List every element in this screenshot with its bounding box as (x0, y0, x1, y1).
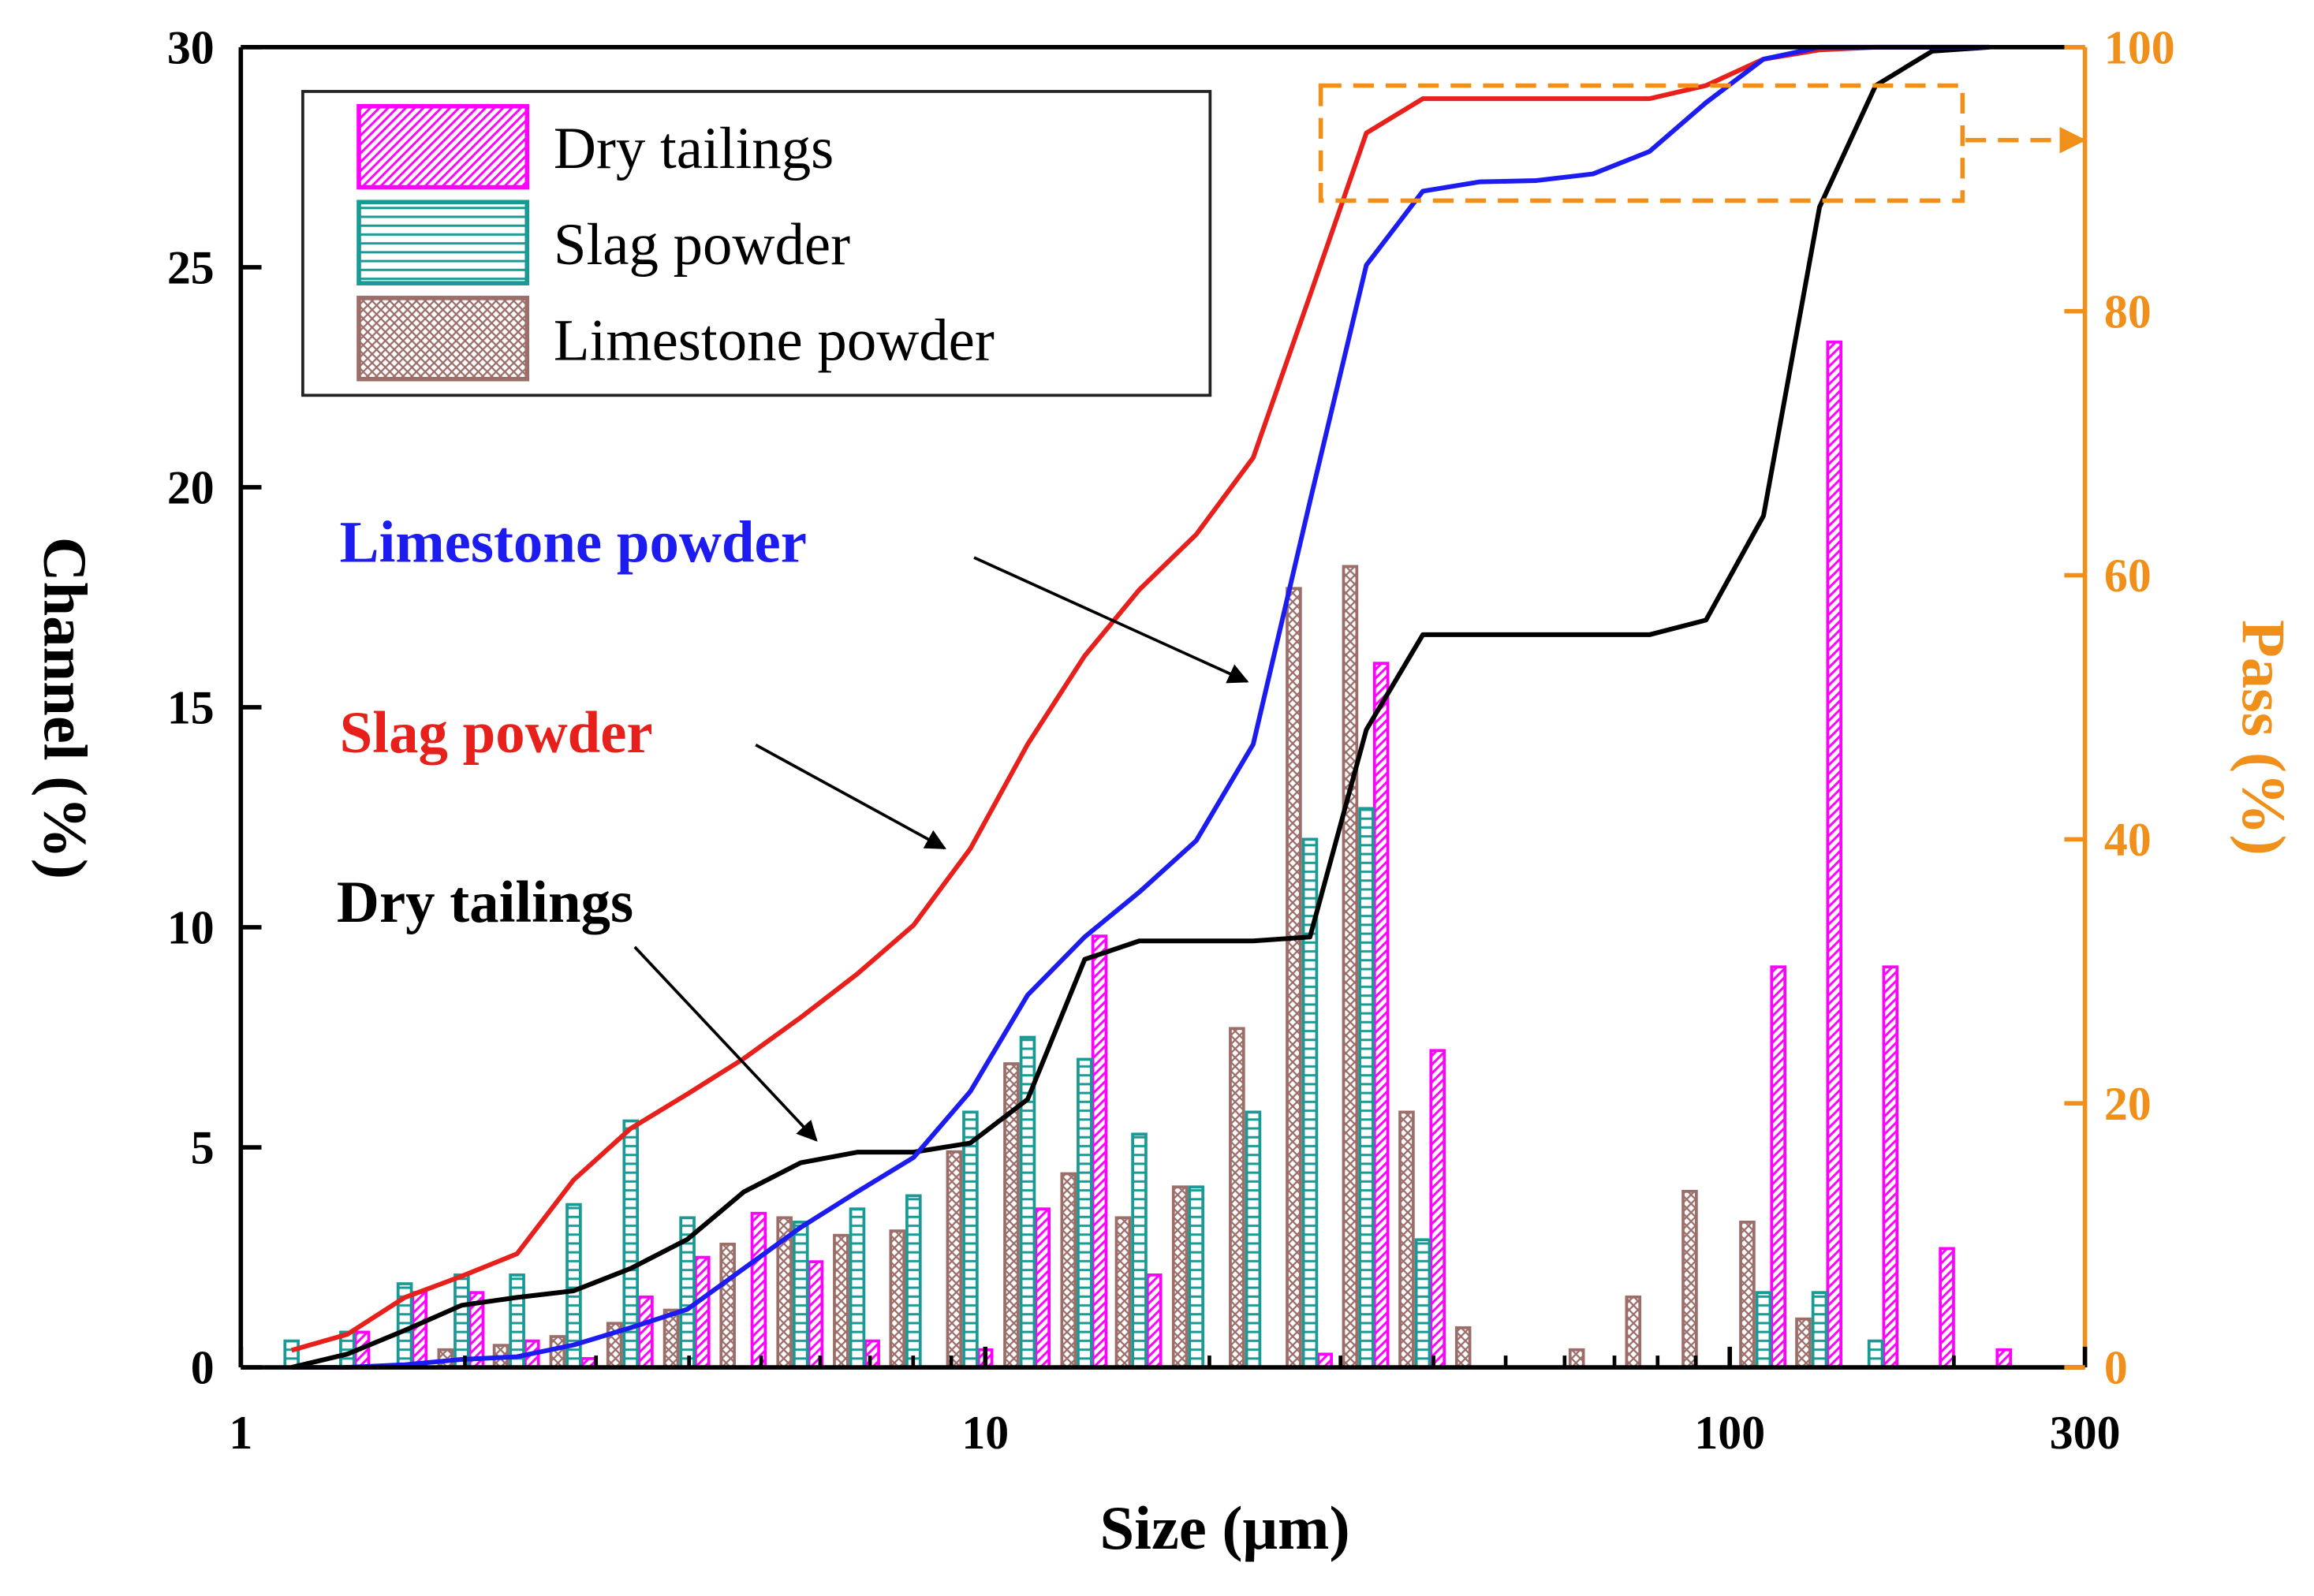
bar (1034, 1207, 1051, 1369)
bar (1229, 1027, 1245, 1369)
bar (1342, 565, 1359, 1369)
cumulative-line (291, 44, 1990, 1370)
bar (1995, 1348, 2013, 1369)
y-tick-label: 25 (167, 241, 215, 293)
y2-tick-label: 0 (2104, 1342, 2128, 1394)
bar (1568, 1348, 1585, 1369)
bar (1429, 1049, 1446, 1369)
bar (1060, 1172, 1077, 1369)
bar (1755, 1291, 1772, 1369)
bar (1770, 965, 1787, 1369)
bar (946, 1150, 963, 1369)
bar (1077, 1057, 1093, 1369)
x-tick-label: 300 (2050, 1407, 2121, 1459)
annotation: Slag powder (340, 700, 653, 766)
bar (962, 1110, 979, 1369)
bar (1372, 662, 1390, 1369)
bar (719, 1242, 736, 1369)
y-axis-label: Channel (%) (32, 537, 100, 879)
y2-tick-label: 20 (2104, 1078, 2152, 1130)
annotation: Limestone powder (340, 510, 807, 576)
y2-tick-label: 100 (2104, 21, 2175, 73)
bar (549, 1335, 566, 1369)
bar (1454, 1326, 1472, 1369)
y2-tick-label: 60 (2104, 550, 2152, 602)
y-tick-label: 10 (167, 902, 215, 954)
bar (889, 1229, 906, 1369)
x-axis-label: Size (μm) (1099, 1493, 1349, 1562)
bar (792, 1221, 809, 1369)
bar (807, 1260, 824, 1369)
y2-axis-label: Pass (%) (2230, 620, 2298, 856)
bar (750, 1211, 767, 1369)
legend-swatch (356, 200, 530, 285)
bar (662, 1308, 680, 1369)
bar (1681, 1189, 1698, 1369)
cumulative-line (291, 44, 1990, 1370)
legend-swatch (356, 296, 530, 382)
bar (1131, 1132, 1148, 1369)
legend-label: Dry tailings (554, 116, 834, 181)
bar (1414, 1238, 1431, 1369)
x-tick-label: 100 (1694, 1407, 1765, 1459)
annotation: Dry tailings (337, 870, 633, 935)
bar (411, 1291, 428, 1369)
bar (1245, 1110, 1262, 1369)
bar (1739, 1221, 1756, 1369)
bar (1625, 1295, 1642, 1369)
x-tick-label: 1 (229, 1407, 252, 1459)
y-tick-label: 5 (191, 1122, 215, 1174)
bar (694, 1255, 711, 1369)
bar (1114, 1216, 1132, 1369)
annotation-arrow (633, 945, 818, 1142)
legend-label: Limestone powder (554, 308, 995, 373)
bar (453, 1273, 470, 1369)
bar (1398, 1110, 1415, 1369)
bar (1826, 340, 1843, 1369)
bar (1188, 1185, 1205, 1369)
bar (637, 1295, 654, 1369)
bar (864, 1339, 880, 1369)
bar (833, 1233, 849, 1369)
y2-tick-label: 80 (2104, 285, 2152, 337)
cumulative-line (290, 44, 1990, 1353)
bar (849, 1207, 866, 1369)
bar (1795, 1317, 1812, 1369)
bar (1882, 965, 1899, 1369)
annotation-arrow (755, 744, 946, 850)
legend-label: Slag powder (554, 212, 850, 278)
bar (1091, 934, 1108, 1369)
annotation-arrow (973, 556, 1249, 684)
y-tick-label: 15 (167, 682, 215, 734)
bar (1867, 1339, 1884, 1369)
bar (905, 1194, 922, 1369)
legend-swatch (356, 103, 530, 190)
y-tick-label: 0 (191, 1342, 215, 1394)
bar (1286, 587, 1302, 1369)
y2-tick-label: 40 (2104, 814, 2152, 866)
bar (283, 1339, 300, 1369)
bar (1939, 1247, 1955, 1369)
bar (1145, 1273, 1163, 1369)
y-tick-label: 20 (167, 462, 215, 514)
y-tick-label: 30 (167, 21, 215, 73)
zoom-box (1318, 83, 1965, 203)
x-tick-label: 10 (961, 1407, 1009, 1459)
bar (1811, 1291, 1828, 1369)
bar (1171, 1185, 1189, 1369)
bar (1358, 807, 1375, 1369)
